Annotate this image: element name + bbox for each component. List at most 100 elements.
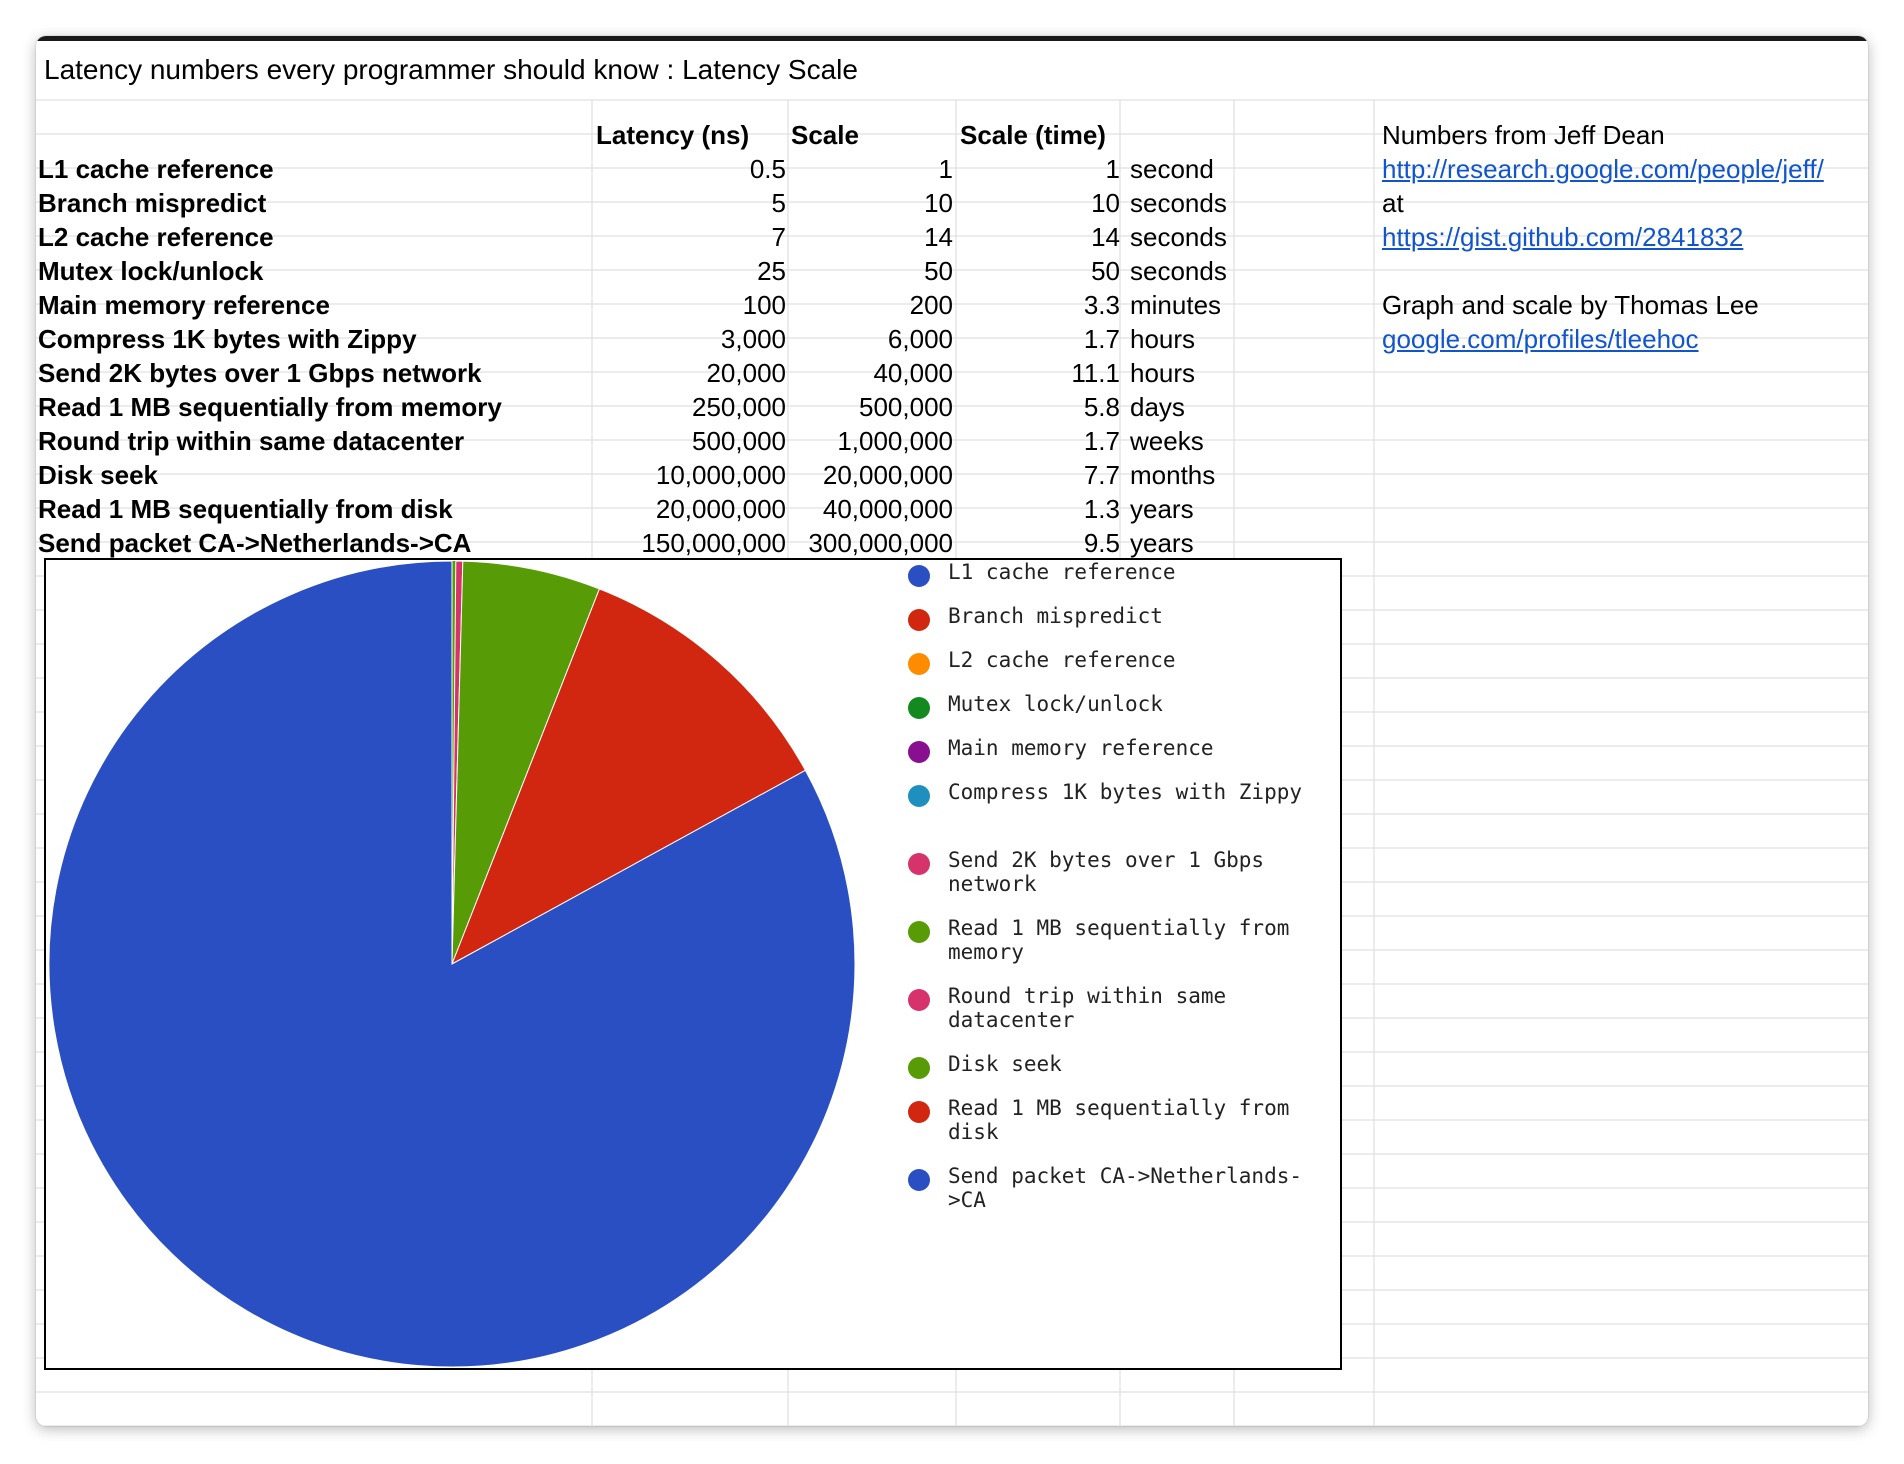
row-scale: 40,000 (873, 358, 953, 388)
row-label: Disk seek (38, 460, 158, 490)
row-latency: 20,000 (706, 358, 786, 388)
row-latency: 3,000 (720, 324, 786, 354)
legend-label: Compress 1K bytes with Zippy (948, 780, 1303, 804)
row-time-unit: minutes (1130, 290, 1222, 320)
row-scale-time: 1.7 (1083, 426, 1120, 456)
row-label: L2 cache reference (38, 222, 274, 252)
legend-color-dot (908, 565, 930, 587)
row-scale-time: 14 (1091, 222, 1120, 252)
legend-label: Read 1 MB sequentially from disk (948, 1096, 1290, 1144)
row-scale: 300,000,000 (808, 528, 953, 558)
row-scale-time: 10 (1091, 188, 1120, 218)
row-latency: 25 (757, 256, 786, 286)
note-numbers-from: Numbers from Jeff Dean (1382, 120, 1665, 150)
row-time-unit: months (1130, 460, 1216, 490)
row-latency: 100 (742, 290, 786, 320)
row-label: Read 1 MB sequentially from disk (38, 494, 453, 524)
header-scale-time: Scale (time) (960, 120, 1106, 150)
pie-chart-plot (48, 560, 856, 1368)
row-label: Mutex lock/unlock (38, 256, 264, 286)
row-latency: 250,000 (692, 392, 786, 422)
row-scale-time: 5.8 (1083, 392, 1120, 422)
row-time-unit: years (1130, 494, 1194, 524)
link-tleehoc[interactable]: google.com/profiles/tleehoc (1382, 324, 1699, 354)
row-scale-time: 50 (1091, 256, 1120, 286)
row-time-unit: hours (1130, 324, 1196, 354)
row-time-unit: seconds (1130, 188, 1227, 218)
row-scale-time: 7.7 (1083, 460, 1120, 490)
note-at: at (1382, 188, 1404, 218)
legend-color-dot (908, 921, 930, 943)
legend-color-dot (908, 1057, 930, 1079)
legend-label: Read 1 MB sequentially from memory (948, 916, 1290, 964)
row-latency: 5 (771, 188, 786, 218)
spreadsheet: Latency numbers every programmer should … (36, 36, 1868, 1426)
row-time-unit: weeks (1130, 426, 1204, 456)
row-scale: 200 (909, 290, 953, 320)
row-latency: 10,000,000 (655, 460, 786, 490)
legend-label: L2 cache reference (948, 648, 1176, 672)
legend-color-dot (908, 741, 930, 763)
legend-label: Send packet CA->Netherlands->CA (948, 1164, 1303, 1212)
legend-color-dot (908, 785, 930, 807)
legend-color-dot (908, 697, 930, 719)
row-time-unit: seconds (1130, 222, 1227, 252)
legend-color-dot (908, 989, 930, 1011)
legend-label: Branch mispredict (948, 604, 1163, 628)
row-scale: 1,000,000 (837, 426, 953, 456)
row-scale-time: 1 (1105, 154, 1120, 184)
row-latency: 0.5 (749, 154, 786, 184)
legend-color-dot (908, 609, 930, 631)
row-scale: 20,000,000 (822, 460, 953, 490)
row-label: Round trip within same datacenter (38, 426, 465, 456)
window-top-bar (36, 36, 1868, 41)
legend-color-dot (908, 1101, 930, 1123)
row-scale-time: 1.7 (1083, 324, 1120, 354)
row-scale: 6,000 (887, 324, 953, 354)
row-label: Main memory reference (38, 290, 330, 320)
row-scale: 10 (924, 188, 953, 218)
row-label: Branch mispredict (38, 188, 267, 218)
row-time-unit: hours (1130, 358, 1196, 388)
row-time-unit: seconds (1130, 256, 1227, 286)
row-scale-time: 3.3 (1083, 290, 1120, 320)
legend-label: Main memory reference (948, 736, 1214, 760)
row-scale-time: 11.1 (1071, 358, 1120, 388)
link-gist[interactable]: https://gist.github.com/2841832 (1382, 222, 1744, 252)
sheet-title: Latency numbers every programmer should … (44, 54, 858, 85)
row-latency: 20,000,000 (655, 494, 786, 524)
legend-label: Disk seek (948, 1052, 1062, 1076)
row-latency: 500,000 (692, 426, 786, 456)
legend-label: Mutex lock/unlock (948, 692, 1163, 716)
row-label: Send 2K bytes over 1 Gbps network (38, 358, 482, 388)
row-label: Compress 1K bytes with Zippy (38, 324, 417, 354)
header-latency: Latency (ns) (596, 120, 750, 150)
header-scale: Scale (791, 120, 859, 150)
legend-label: L1 cache reference (948, 560, 1176, 584)
pie-slice (48, 560, 856, 1368)
legend-label: Round trip within same datacenter (948, 984, 1227, 1032)
pie-slice (451, 560, 601, 965)
legend-color-dot (908, 653, 930, 675)
legend-label: Send 2K bytes over 1 Gbps network (948, 848, 1265, 896)
legend-color-dot (908, 853, 930, 875)
note-graph-by: Graph and scale by Thomas Lee (1382, 290, 1759, 320)
row-label: L1 cache reference (38, 154, 274, 184)
link-jeff-dean[interactable]: http://research.google.com/people/jeff/ (1382, 154, 1824, 184)
row-latency: 7 (771, 222, 786, 252)
row-scale: 40,000,000 (822, 494, 953, 524)
row-label: Send packet CA->Netherlands->CA (38, 528, 472, 558)
row-scale-time: 9.5 (1083, 528, 1120, 558)
row-time-unit: years (1130, 528, 1194, 558)
row-scale: 14 (924, 222, 953, 252)
row-scale-time: 1.3 (1083, 494, 1120, 524)
row-scale: 1 (938, 154, 953, 184)
legend-color-dot (908, 1169, 930, 1191)
pie-slice (451, 588, 807, 966)
row-time-unit: days (1130, 392, 1185, 422)
row-label: Read 1 MB sequentially from memory (38, 392, 502, 422)
row-time-unit: second (1130, 154, 1214, 184)
row-scale: 500,000 (859, 392, 953, 422)
row-scale: 50 (924, 256, 953, 286)
pie-chart[interactable]: L1 cache reference Branch mispredict L2 ca… (44, 558, 1342, 1370)
